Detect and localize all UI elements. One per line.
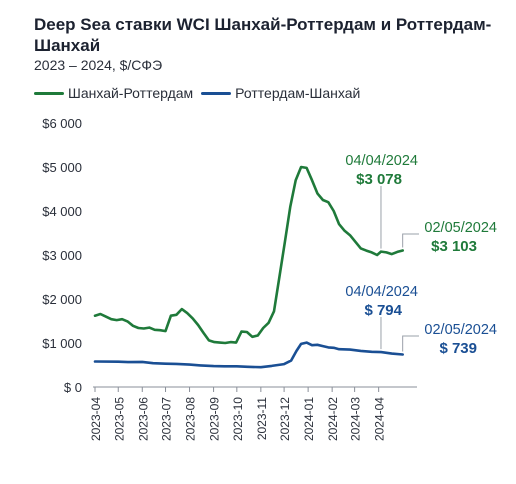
x-tick-label: 2023-08 xyxy=(184,397,198,441)
legend-item-shanghai-rotterdam: Шанхай-Роттердам xyxy=(34,85,193,101)
annotation-date-label: 02/05/2024 xyxy=(424,220,497,236)
chart-legend: Шанхай-Роттердам Роттердам-Шанхай xyxy=(34,85,368,101)
chart-title: Deep Sea ставки WCI Шанхай-Роттердам и Р… xyxy=(34,15,492,55)
annotation-value-label: $3 103 xyxy=(431,238,477,255)
x-tick-label: 2024-03 xyxy=(349,397,363,441)
annotation-leader xyxy=(402,335,419,352)
annotation-leader xyxy=(402,233,419,248)
y-tick-label: $6 000 xyxy=(42,116,82,131)
x-tick-label: 2023-10 xyxy=(231,397,245,441)
x-tick-label: 2024-01 xyxy=(302,397,316,441)
x-tick-label: 2023-05 xyxy=(112,397,126,441)
annotation-date-label: 04/04/2024 xyxy=(345,153,418,169)
annotation-date-label: 02/05/2024 xyxy=(424,322,497,338)
legend-label-rotterdam-shanghai: Роттердам-Шанхай xyxy=(235,85,361,101)
x-tick-label: 2023-07 xyxy=(160,397,174,441)
legend-item-rotterdam-shanghai: Роттердам-Шанхай xyxy=(201,85,360,101)
annotation-date-label: 04/04/2024 xyxy=(345,284,418,300)
y-tick-label: $3 000 xyxy=(42,248,82,263)
y-tick-label: $2 000 xyxy=(42,292,82,307)
annotation-value-label: $ 794 xyxy=(364,302,402,319)
x-tick-label: 2023-06 xyxy=(136,397,150,441)
series-line-0 xyxy=(93,165,404,345)
y-tick-label: $1 000 xyxy=(42,336,82,351)
x-tick-label: 2023-04 xyxy=(89,397,103,441)
annotation-value-label: $3 078 xyxy=(356,171,402,188)
x-tick-label: 2024-02 xyxy=(326,397,340,441)
y-tick-label: $ 0 xyxy=(64,380,82,395)
y-tick-label: $5 000 xyxy=(42,160,82,175)
legend-label-shanghai-rotterdam: Шанхай-Роттердам xyxy=(68,85,194,101)
x-tick-label: 2023-12 xyxy=(278,397,292,441)
series-line-1 xyxy=(93,341,404,369)
x-tick-label: 2023-11 xyxy=(255,397,269,440)
legend-swatch-green xyxy=(34,91,64,95)
chart-subtitle: 2023 – 2024, $/СФЭ xyxy=(34,57,163,73)
x-tick-label: 2024-04 xyxy=(373,397,387,441)
y-tick-label: $4 000 xyxy=(42,204,82,219)
annotation-value-label: $ 739 xyxy=(439,340,477,357)
legend-swatch-blue xyxy=(201,91,232,95)
x-tick-label: 2023-09 xyxy=(208,397,222,441)
